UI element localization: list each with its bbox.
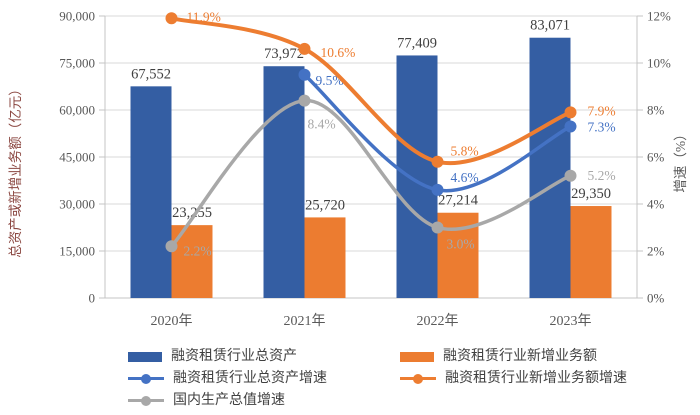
bar	[529, 37, 571, 298]
point-value-label: 7.3%	[588, 120, 616, 135]
data-point	[564, 106, 577, 119]
legend-label: 融资租赁行业总资产增速	[173, 371, 327, 386]
left-axis-tick-label: 15,000	[59, 244, 95, 259]
point-value-label: 5.2%	[588, 168, 616, 183]
left-axis-tick-label: 45,000	[59, 150, 95, 165]
line-series	[169, 16, 573, 166]
legend-item-new-business-growth: 融资租赁行业新增业务额增速	[400, 371, 627, 386]
data-point	[165, 12, 178, 25]
point-value-label: 11.9%	[187, 9, 221, 24]
right-axis-title: 增速（%）	[673, 127, 688, 192]
point-value-label: 3.0%	[447, 237, 475, 252]
legend-item-total-assets: 融资租赁行业总资产	[128, 349, 327, 364]
left-axis-title: 总资产或新增业务额（亿元）	[8, 82, 23, 258]
point-value-label: 7.9%	[588, 103, 616, 118]
bar-swatch-icon	[128, 351, 162, 362]
bar-value-label: 23,255	[172, 205, 212, 221]
line-marker-swatch-icon	[128, 399, 164, 402]
point-value-label: 10.6%	[321, 45, 356, 60]
legend-column-right: 融资租赁行业新增业务额 融资租赁行业新增业务额增速	[400, 349, 627, 386]
left-axis-tick-label: 30,000	[59, 197, 95, 212]
left-axis-tick-label: 90,000	[59, 9, 95, 24]
line-marker-swatch-icon	[400, 377, 436, 380]
bar	[263, 66, 305, 298]
bar-value-label: 25,720	[305, 197, 345, 213]
legend-item-new-business: 融资租赁行业新增业务额	[400, 349, 627, 364]
line-series	[169, 98, 573, 249]
bar-value-label: 29,350	[571, 186, 611, 202]
legend-item-gdp-growth: 国内生产总值增速	[128, 393, 327, 408]
data-point	[431, 155, 444, 168]
right-axis-tick-label: 4%	[647, 197, 665, 212]
left-axis-tick-label: 0	[89, 291, 96, 306]
legend-label: 融资租赁行业总资产	[171, 349, 297, 364]
bar-value-label: 73,972	[264, 46, 304, 62]
bar	[130, 86, 172, 298]
bar-value-label: 83,071	[530, 18, 570, 34]
left-axis-tick-label: 60,000	[59, 103, 95, 118]
bar	[570, 206, 612, 298]
point-value-label: 4.6%	[451, 170, 479, 185]
line-marker-swatch-icon	[128, 377, 164, 380]
left-axis-tick-label: 75,000	[59, 56, 95, 71]
right-axis-tick-label: 10%	[647, 56, 671, 71]
bar-value-label: 27,214	[438, 193, 479, 209]
legend-label: 国内生产总值增速	[173, 393, 285, 408]
data-point	[564, 120, 577, 133]
data-point	[298, 94, 311, 107]
bar-value-label: 67,552	[131, 66, 171, 82]
data-point	[431, 183, 444, 196]
legend-label: 融资租赁行业新增业务额增速	[445, 371, 627, 386]
point-value-label: 2.2%	[184, 243, 212, 258]
x-axis-label: 2023年	[550, 313, 592, 329]
data-point	[298, 42, 311, 55]
x-axis-label: 2020年	[151, 313, 193, 329]
bar-swatch-icon	[400, 351, 434, 362]
right-axis-tick-label: 12%	[647, 9, 671, 24]
data-point	[165, 240, 178, 253]
x-axis-label: 2021年	[284, 313, 326, 329]
bar	[304, 217, 346, 298]
point-value-label: 5.8%	[451, 144, 479, 159]
legend-item-total-assets-growth: 融资租赁行业总资产增速	[128, 371, 327, 386]
data-point	[564, 169, 577, 182]
chart-legend: 融资租赁行业总资产 融资租赁行业总资产增速 国内生产总值增速 融资租赁行业新增业…	[0, 349, 700, 415]
bar	[396, 55, 438, 299]
data-point	[298, 68, 311, 81]
right-axis-tick-label: 8%	[647, 103, 665, 118]
point-value-label: 8.4%	[308, 117, 336, 132]
bar-value-label: 77,409	[397, 35, 437, 51]
right-axis-tick-label: 0%	[647, 291, 665, 306]
right-axis-tick-label: 2%	[647, 244, 665, 259]
legend-label: 融资租赁行业新增业务额	[443, 349, 597, 364]
data-point	[431, 221, 444, 234]
right-axis-tick-label: 6%	[647, 150, 665, 165]
x-axis-label: 2022年	[417, 313, 459, 329]
legend-column-left: 融资租赁行业总资产 融资租赁行业总资产增速 国内生产总值增速	[128, 349, 327, 408]
